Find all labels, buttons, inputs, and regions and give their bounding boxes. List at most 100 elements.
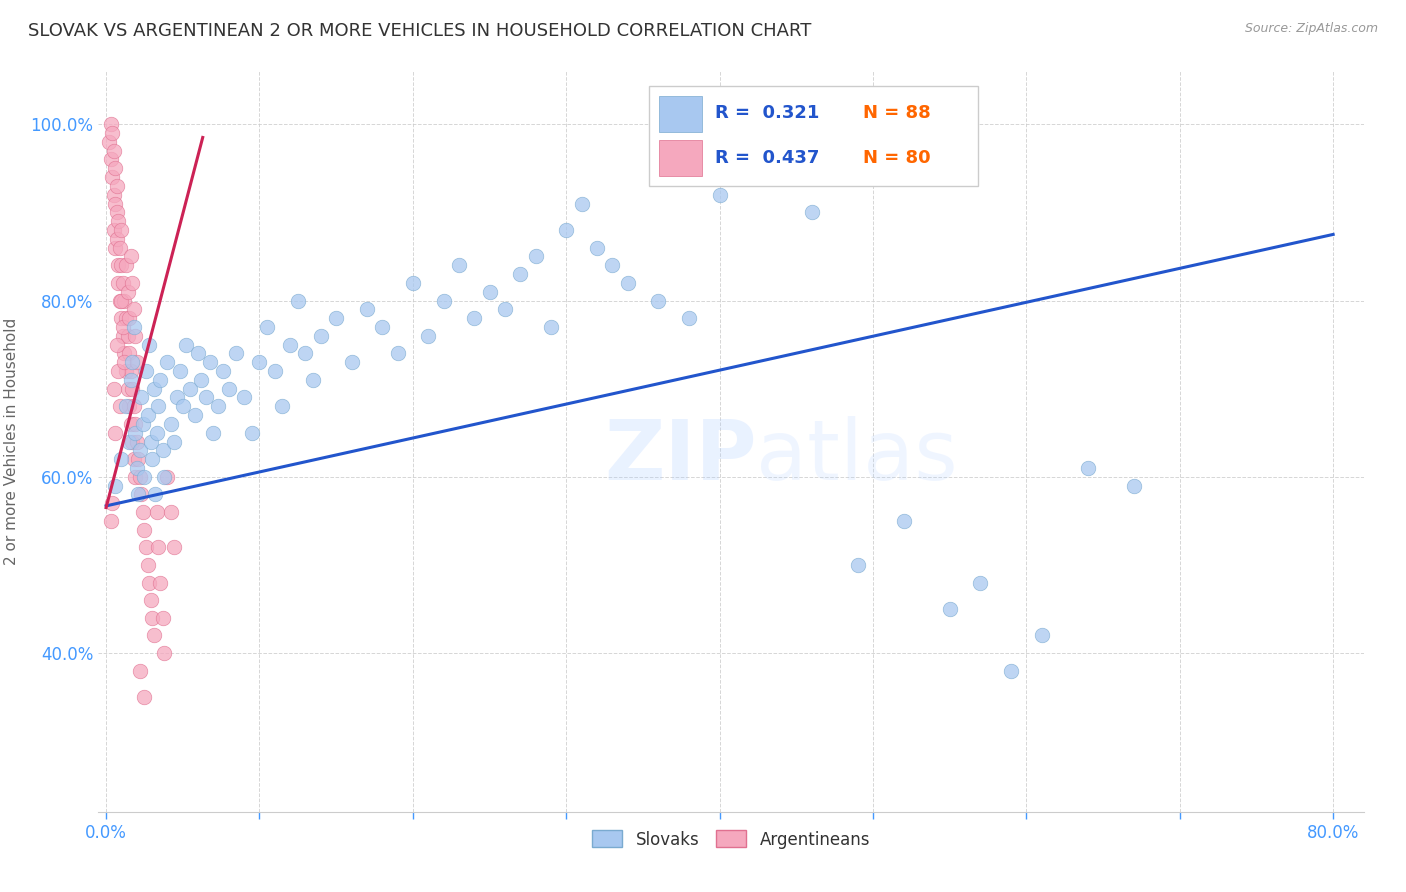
Point [586,241,609,255]
Point [100,153,122,167]
Point [103,187,125,202]
Point [755,161,778,176]
Point [118,346,141,360]
Point [194,391,217,405]
Point [148,399,170,413]
Point [104,478,127,492]
Point [134,690,156,705]
Point [447,258,470,272]
Point [125,461,148,475]
Point [132,417,155,431]
Point [142,628,165,642]
Point [121,276,143,290]
Text: Source: ZipAtlas.com: Source: ZipAtlas.com [1244,22,1378,36]
Point [115,311,138,326]
Point [139,593,162,607]
Point [118,311,141,326]
Point [105,205,128,219]
Point [647,293,669,308]
Point [110,311,132,326]
Point [122,320,145,334]
Point [122,302,145,317]
Point [271,399,294,413]
Point [103,382,125,396]
Point [101,496,124,510]
Point [120,417,142,431]
Point [478,285,501,299]
Point [233,391,256,405]
Point [117,285,139,299]
Point [107,258,129,272]
Point [111,320,134,334]
Point [118,399,141,413]
Point [294,346,316,360]
Point [153,470,176,484]
Point [128,470,150,484]
Point [371,320,394,334]
Point [1000,664,1022,678]
Point [1122,478,1144,492]
Point [108,399,131,413]
Point [207,399,229,413]
Text: ZIP: ZIP [605,416,756,497]
Point [287,293,309,308]
Point [115,364,138,378]
Point [152,443,174,458]
Point [143,487,166,501]
Point [100,514,122,528]
Point [202,425,225,440]
Point [846,558,869,572]
Point [114,293,136,308]
Point [103,144,125,158]
Point [678,311,700,326]
Point [136,408,159,422]
Point [107,276,129,290]
Point [162,541,184,555]
Point [139,434,162,449]
Point [187,346,209,360]
Point [263,364,285,378]
Point [256,320,278,334]
Point [616,276,638,290]
Point [104,241,127,255]
Point [120,373,142,387]
Point [169,364,191,378]
Point [127,487,149,501]
Point [121,355,143,369]
Point [278,337,301,351]
Point [600,258,623,272]
Point [141,611,163,625]
Point [110,258,132,272]
Point [132,505,155,519]
Point [200,355,222,369]
Point [115,399,138,413]
Point [225,346,247,360]
Point [184,408,207,422]
Point [127,452,149,467]
Point [494,302,516,317]
Point [249,355,271,369]
Point [124,425,146,440]
Point [101,170,124,185]
Point [141,452,163,467]
Point [122,399,145,413]
Point [145,425,167,440]
Point [159,505,181,519]
Point [104,161,127,176]
Point [114,346,136,360]
Point [124,328,146,343]
Point [1031,628,1053,642]
Point [111,276,134,290]
Point [166,391,188,405]
Point [969,575,991,590]
Point [98,135,121,149]
Point [121,434,143,449]
Point [418,328,440,343]
Point [540,320,562,334]
Point [387,346,409,360]
Point [340,355,363,369]
Point [138,337,160,351]
Point [131,391,153,405]
Point [356,302,378,317]
Point [100,117,122,131]
